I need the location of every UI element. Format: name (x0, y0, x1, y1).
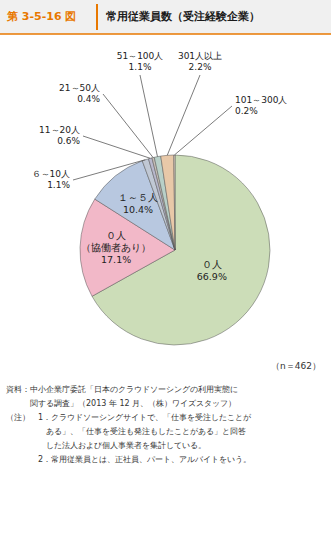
category-label: １～５人 (118, 192, 158, 203)
category-label: 21～50人 (59, 83, 100, 93)
header-border (0, 33, 331, 35)
data-label: 17.1% (101, 254, 131, 265)
footnote-line: （注） 1．クラウドソーシングサイトで、「仕事を受注したことが (6, 413, 252, 422)
data-label: 0.4% (77, 94, 100, 104)
footnote: 資料：中小企業庁委託「日本のクラウドソーシングの利用実態に 関する調査」（201… (6, 385, 252, 464)
leader-line (73, 160, 145, 180)
title-divider (96, 4, 98, 30)
pie-slice (174, 155, 175, 250)
category-label-line: 11～20人 (39, 125, 80, 135)
category-label: 51～100人 (117, 51, 164, 61)
footnote-line: した法人および個人事業者を集計している。 (6, 441, 206, 450)
leader-line (83, 136, 150, 158)
data-label: 0.2% (235, 106, 258, 116)
category-label-line: （協働者あり） (81, 242, 151, 253)
leader-line (167, 75, 200, 155)
footnote-line: 2．常用従業員とは、正社員、パート、アルバイトをいう。 (6, 455, 251, 464)
category-label: 301人以上 (178, 51, 222, 61)
category-label-line: １～５人 (118, 192, 158, 203)
data-label: 2.2% (189, 62, 212, 72)
category-label-line: 101～300人 (235, 95, 287, 105)
data-labels: ０人66.9%０人（協働者あり）17.1%１～５人10.4%６～10人1.1%1… (32, 51, 288, 282)
category-label-line: ６～10人 (32, 169, 70, 179)
category-label: 11～20人 (39, 125, 80, 135)
category-label-line: ０人 (202, 259, 222, 270)
category-label-line: ０人 (106, 230, 126, 241)
leader-line (140, 75, 157, 157)
data-label: 1.1% (129, 62, 152, 72)
subtitle: 常用従業員数（受注経験企業） (106, 10, 260, 23)
category-label: ０人 (202, 259, 222, 270)
footnote-line: 関する調査」（2013 年 12 月、（株）ワイズスタッフ） (6, 399, 236, 408)
sample-size-note: （n＝462） (271, 361, 321, 371)
category-label: 101～300人 (235, 95, 287, 105)
title: 第 3-5-16 図 (6, 10, 76, 23)
data-label: 1.1% (47, 180, 70, 190)
category-label: ０人（協働者あり） (81, 230, 151, 253)
data-label: 0.6% (57, 136, 80, 146)
data-label: 66.9% (197, 271, 227, 282)
leader-line (103, 94, 153, 158)
pie (80, 155, 270, 345)
footnote-line: ある」、「仕事を受注も発注もしたことがある」と回答 (6, 427, 246, 436)
category-label-line: 51～100人 (117, 51, 164, 61)
category-label-line: 21～50人 (59, 83, 100, 93)
data-label: 10.4% (123, 204, 153, 215)
header-background (0, 0, 331, 34)
category-label: ６～10人 (32, 169, 70, 179)
pie-slice (161, 155, 175, 250)
leader-line (174, 106, 232, 155)
chart: 第 3-5-16 図常用従業員数（受注経験企業）０人66.9%０人（協働者あり）… (0, 0, 331, 541)
header: 第 3-5-16 図 常用従業員数（受注経験企業） (0, 0, 331, 34)
footnote-line: 資料：中小企業庁委託「日本のクラウドソーシングの利用実態に (6, 385, 238, 394)
category-label-line: 301人以上 (178, 51, 222, 61)
